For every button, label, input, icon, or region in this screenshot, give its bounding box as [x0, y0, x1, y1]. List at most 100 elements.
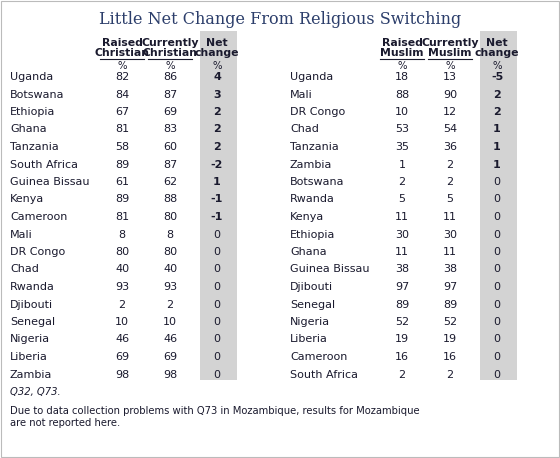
Text: 52: 52 [443, 317, 457, 327]
Text: 2: 2 [398, 370, 405, 380]
Text: 0: 0 [493, 334, 501, 344]
Text: 2: 2 [446, 370, 454, 380]
Text: 0: 0 [493, 195, 501, 205]
Text: Q32, Q73.: Q32, Q73. [10, 387, 60, 398]
Text: -1: -1 [211, 195, 223, 205]
Text: 46: 46 [115, 334, 129, 344]
Text: Rwanda: Rwanda [10, 282, 55, 292]
Text: Senegal: Senegal [10, 317, 55, 327]
Text: 40: 40 [163, 265, 177, 274]
Text: 0: 0 [493, 282, 501, 292]
Text: 93: 93 [115, 282, 129, 292]
Text: 0: 0 [213, 300, 221, 310]
Text: Uganda: Uganda [290, 72, 333, 82]
Text: 0: 0 [493, 300, 501, 310]
Text: 0: 0 [493, 265, 501, 274]
Text: Mali: Mali [290, 89, 312, 99]
Text: 19: 19 [395, 334, 409, 344]
Text: 0: 0 [213, 334, 221, 344]
Text: 97: 97 [443, 282, 457, 292]
Text: Ethiopia: Ethiopia [290, 229, 335, 240]
Text: 46: 46 [163, 334, 177, 344]
Text: Chad: Chad [10, 265, 39, 274]
Text: Little Net Change From Religious Switching: Little Net Change From Religious Switchi… [99, 11, 461, 28]
Text: Tanzania: Tanzania [10, 142, 59, 152]
Text: Guinea Bissau: Guinea Bissau [10, 177, 90, 187]
Text: 58: 58 [115, 142, 129, 152]
Text: 0: 0 [493, 352, 501, 362]
Text: 11: 11 [443, 212, 457, 222]
Text: 1: 1 [493, 142, 501, 152]
Text: 0: 0 [493, 177, 501, 187]
Text: Nigeria: Nigeria [290, 317, 330, 327]
Text: 2: 2 [493, 89, 501, 99]
Text: 10: 10 [163, 317, 177, 327]
Text: 87: 87 [163, 159, 177, 169]
Text: 38: 38 [395, 265, 409, 274]
Text: South Africa: South Africa [10, 159, 78, 169]
Text: Senegal: Senegal [290, 300, 335, 310]
Text: Zambia: Zambia [290, 159, 333, 169]
Text: Cameroon: Cameroon [290, 352, 347, 362]
Text: 89: 89 [115, 195, 129, 205]
Text: 89: 89 [443, 300, 457, 310]
Text: Chad: Chad [290, 125, 319, 135]
Text: Cameroon: Cameroon [10, 212, 67, 222]
Bar [480, 31, 517, 380]
Text: 2: 2 [446, 177, 454, 187]
Text: 38: 38 [443, 265, 457, 274]
Text: Mali: Mali [10, 229, 32, 240]
Text: 16: 16 [443, 352, 457, 362]
Text: Ethiopia: Ethiopia [10, 107, 55, 117]
Text: DR Congo: DR Congo [290, 107, 346, 117]
Text: 54: 54 [443, 125, 457, 135]
Text: 83: 83 [163, 125, 177, 135]
Text: Due to data collection problems with Q73 in Mozambique, results for Mozambique
a: Due to data collection problems with Q73… [10, 407, 419, 428]
Text: Djibouti: Djibouti [10, 300, 53, 310]
Bar [200, 31, 237, 380]
Text: 11: 11 [395, 247, 409, 257]
Text: 2: 2 [213, 142, 221, 152]
Text: Kenya: Kenya [10, 195, 44, 205]
Text: 0: 0 [493, 247, 501, 257]
Text: 97: 97 [395, 282, 409, 292]
Text: Christian: Christian [95, 48, 150, 58]
Text: Botswana: Botswana [290, 177, 344, 187]
Text: %: % [117, 61, 127, 71]
Text: Liberia: Liberia [290, 334, 328, 344]
Text: 52: 52 [395, 317, 409, 327]
Text: South Africa: South Africa [290, 370, 358, 380]
Text: Raised: Raised [101, 38, 142, 48]
Text: 88: 88 [163, 195, 177, 205]
Text: 11: 11 [395, 212, 409, 222]
Text: 93: 93 [163, 282, 177, 292]
Text: 0: 0 [213, 317, 221, 327]
Text: 30: 30 [395, 229, 409, 240]
Text: Net: Net [206, 38, 228, 48]
Text: 80: 80 [163, 212, 177, 222]
Text: -1: -1 [211, 212, 223, 222]
Text: 0: 0 [493, 229, 501, 240]
Text: 2: 2 [398, 177, 405, 187]
Text: 61: 61 [115, 177, 129, 187]
Text: 87: 87 [163, 89, 177, 99]
Text: 5: 5 [399, 195, 405, 205]
Text: 3: 3 [213, 89, 221, 99]
Text: 53: 53 [395, 125, 409, 135]
Text: 69: 69 [115, 352, 129, 362]
Text: 0: 0 [213, 370, 221, 380]
Text: 1: 1 [213, 177, 221, 187]
Text: 0: 0 [213, 352, 221, 362]
Text: 1: 1 [493, 159, 501, 169]
Text: 89: 89 [115, 159, 129, 169]
Text: 11: 11 [443, 247, 457, 257]
Text: DR Congo: DR Congo [10, 247, 66, 257]
Text: 88: 88 [395, 89, 409, 99]
Text: change: change [475, 48, 519, 58]
Text: 40: 40 [115, 265, 129, 274]
Text: 4: 4 [213, 72, 221, 82]
Text: 62: 62 [163, 177, 177, 187]
Text: 0: 0 [493, 317, 501, 327]
Text: 36: 36 [443, 142, 457, 152]
Text: 67: 67 [115, 107, 129, 117]
